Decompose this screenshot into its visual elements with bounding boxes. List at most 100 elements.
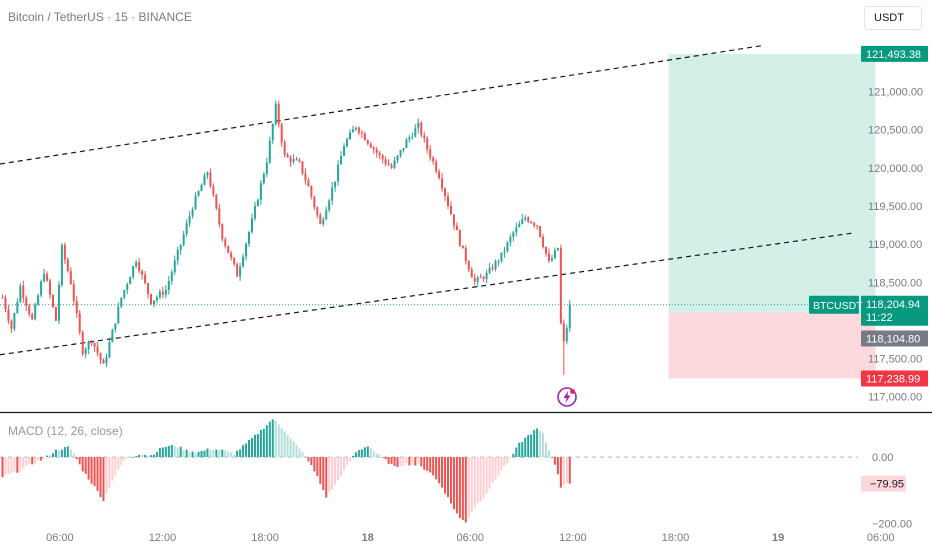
candle <box>155 295 158 304</box>
macd-bar <box>381 457 384 458</box>
macd-bar <box>114 457 117 476</box>
candle-body <box>521 219 524 224</box>
candle-body <box>316 207 319 216</box>
candle <box>500 252 503 263</box>
candle <box>414 124 417 138</box>
macd-bar <box>117 457 120 470</box>
macd-bar <box>239 449 242 458</box>
candle-body <box>369 143 372 148</box>
candle <box>348 129 351 141</box>
macd-indicator-label[interactable]: MACD (12, 26, close) <box>8 424 123 438</box>
macd-bar <box>13 457 16 472</box>
candle <box>87 340 90 355</box>
candle <box>411 132 414 140</box>
target-zone <box>668 53 876 313</box>
currency-button[interactable]: USDT <box>864 6 922 30</box>
price-tick-label: 121,000.00 <box>868 87 923 99</box>
candle-body <box>194 195 197 210</box>
macd-bar <box>155 452 158 458</box>
macd-bar <box>96 457 99 491</box>
candle <box>150 293 152 306</box>
macd-bar <box>346 457 349 465</box>
candle <box>509 234 512 247</box>
candle <box>84 347 87 358</box>
candle <box>479 273 482 279</box>
candle-body <box>19 285 22 302</box>
macd-bar <box>99 457 102 498</box>
candle-body <box>218 208 221 225</box>
candle-body <box>164 289 167 295</box>
candle-body <box>473 277 476 282</box>
macd-bar <box>503 457 506 466</box>
candle <box>420 121 423 138</box>
bar-countdown: 11:22 <box>866 312 893 324</box>
macd-bar <box>360 449 363 458</box>
macd-bar <box>420 457 423 467</box>
candle-body <box>108 342 111 358</box>
macd-bar <box>491 457 494 483</box>
candle-body <box>242 256 245 267</box>
candle-body <box>93 342 96 347</box>
time-tick-label: 12:00 <box>149 532 177 544</box>
candle <box>123 289 126 300</box>
candle-body <box>40 281 43 296</box>
candle-body <box>129 277 132 285</box>
candle <box>72 280 75 306</box>
candle-body <box>458 230 461 246</box>
macd-bar <box>75 457 78 460</box>
macd-bar <box>432 457 435 476</box>
candle-body <box>550 258 553 261</box>
macd-bar <box>319 457 322 484</box>
macd-bar <box>87 457 90 480</box>
macd-histogram <box>1 419 571 523</box>
macd-bar <box>46 455 49 458</box>
macd-bar <box>277 424 280 458</box>
candle-body <box>170 272 173 282</box>
macd-bar <box>452 457 455 510</box>
candle-body <box>209 172 212 187</box>
candle-body <box>75 301 78 314</box>
candle-body <box>99 353 102 360</box>
candle <box>530 220 533 224</box>
macd-bar <box>206 448 209 458</box>
macd-bar <box>286 435 289 458</box>
candle <box>191 207 194 219</box>
macd-bar <box>292 441 295 458</box>
candle-body <box>360 132 363 134</box>
candle <box>277 100 280 128</box>
candle-body <box>417 122 420 129</box>
lightning-bolt-icon[interactable] <box>557 387 577 407</box>
candle-body <box>387 163 390 166</box>
candle-body <box>536 225 539 227</box>
candle-body <box>298 160 301 162</box>
macd-bar <box>10 457 13 474</box>
candle-body <box>476 277 479 282</box>
macd-bar <box>530 434 533 458</box>
entry-price-bg <box>861 330 928 347</box>
candles <box>1 100 571 376</box>
candle-body <box>286 154 289 158</box>
candle-body <box>295 159 298 161</box>
candle-body <box>173 260 176 273</box>
price-tick-label: 118,500.00 <box>868 277 922 289</box>
macd-value-label: −79.95 <box>870 479 904 491</box>
candle <box>236 262 239 277</box>
macd-bar <box>49 455 52 458</box>
candle <box>435 159 438 174</box>
candle-body <box>135 262 138 267</box>
candle <box>111 328 114 343</box>
candle-body <box>37 295 40 305</box>
symbol-tag-bg <box>809 295 859 314</box>
candle-body <box>455 225 458 231</box>
candle-body <box>28 305 31 314</box>
macd-bar <box>310 457 313 465</box>
candle <box>313 195 316 211</box>
candle-body <box>337 164 340 182</box>
candle-body <box>49 280 52 295</box>
candle <box>559 244 562 325</box>
candle <box>298 158 301 163</box>
macd-bar <box>147 455 150 458</box>
candle <box>378 150 381 160</box>
candle <box>455 222 458 231</box>
